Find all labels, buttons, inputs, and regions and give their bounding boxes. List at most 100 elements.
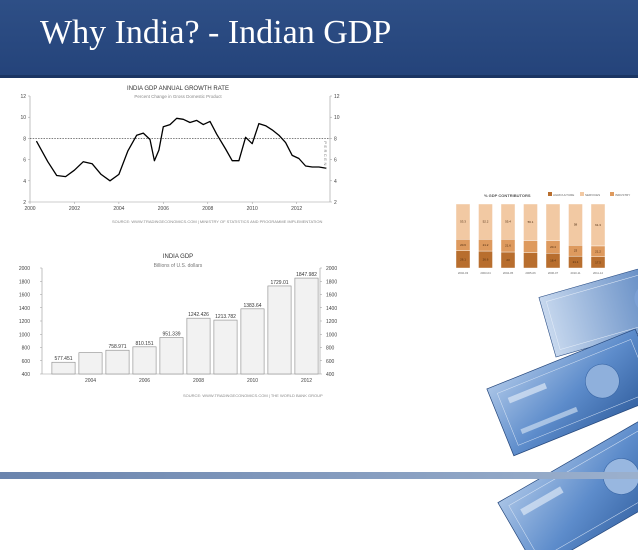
contrib-data-label: 23 <box>506 258 510 262</box>
gdp-y-tick-left: 1400 <box>19 306 30 312</box>
gdp-chart-source: SOURCE: WWW.TRADINGECONOMICS.COM | THE W… <box>183 393 323 398</box>
gdp-bar <box>132 346 157 375</box>
contrib-data-label: 26.6 <box>483 258 489 262</box>
contrib-bar-segment <box>545 203 561 241</box>
gdp-x-tick: 2004 <box>85 378 96 384</box>
contrib-data-label: 56.1 <box>528 220 534 224</box>
gdp-y-tick-left: 1800 <box>19 279 30 285</box>
gdp-y-tick-right: 1200 <box>326 319 337 325</box>
growth-y-tick-right: 4 <box>334 179 337 185</box>
growth-chart-subtitle: Percent Change in Gross Domestic Product <box>134 94 222 99</box>
growth-right-axis-label: PERCENT <box>323 141 328 171</box>
contrib-bar-segment <box>568 203 583 246</box>
gdp-y-tick-right: 600 <box>326 359 335 365</box>
contrib-legend-label: AGRICULTURE <box>553 193 574 197</box>
gdp-y-tick-right: 1000 <box>326 332 337 338</box>
growth-y-tick-right: 8 <box>334 136 337 142</box>
banknote-2 <box>486 328 638 457</box>
contrib-data-label: 61.3 <box>595 223 601 227</box>
contrib-bar-segment <box>590 203 606 247</box>
growth-y-tick-left: 10 <box>20 115 26 121</box>
gdp-y-tick-left: 1600 <box>19 293 30 299</box>
contrib-data-label: 23 <box>574 249 578 253</box>
contrib-x-tick: 2011-12 <box>593 271 604 275</box>
contrib-x-tick: 2002-03 <box>458 271 469 275</box>
contrib-data-label: 21.1 <box>573 260 579 264</box>
contrib-data-label: 20.6 <box>460 243 466 247</box>
contrib-legend-swatch <box>610 192 614 196</box>
gdp-bar-data-label: 810.151 <box>135 341 153 347</box>
gdp-y-tick-right: 1800 <box>326 279 337 285</box>
growth-chart-source: SOURCE: WWW.TRADINGECONOMICS.COM | MINIS… <box>112 219 322 224</box>
gdp-y-tick-right: 1400 <box>326 306 337 312</box>
gdp-bar <box>240 308 265 375</box>
slide-footer-bar <box>0 472 638 479</box>
contrib-x-tick: 2003-04 <box>480 271 491 275</box>
gdp-bar <box>294 277 319 375</box>
contrib-chart-title: % GDP CONTRIBUTORS <box>484 193 531 198</box>
growth-x-tick: 2006 <box>158 206 169 212</box>
slide-content: INDIA GDP ANNUAL GROWTH RATE Percent Cha… <box>0 78 638 550</box>
growth-y-tick-right: 12 <box>334 94 340 100</box>
contrib-data-label: 20.4 <box>550 245 556 249</box>
contrib-bar-segment <box>455 203 471 240</box>
slide-title: Why India? - Indian GDP <box>40 14 392 51</box>
gdp-chart-subtitle: Billions of U.S. dollars <box>154 263 203 269</box>
gdp-bar-data-label: 1383.64 <box>243 303 261 309</box>
gdp-x-tick: 2008 <box>193 378 204 384</box>
contrib-data-label: 18.4 <box>550 259 556 263</box>
growth-y-tick-right: 10 <box>334 115 340 121</box>
contrib-legend-label: INDUSTRY <box>615 193 630 197</box>
contrib-bar-segment <box>478 203 493 240</box>
contrib-data-label: 21.6 <box>505 244 511 248</box>
gdp-y-tick-right: 2000 <box>326 266 337 272</box>
gdp-y-tick-left: 400 <box>22 372 31 378</box>
gdp-chart-title: INDIA GDP <box>163 254 193 260</box>
growth-x-tick: 2004 <box>113 206 124 212</box>
growth-y-tick-left: 6 <box>23 158 26 164</box>
gdp-bar <box>78 352 103 375</box>
gdp-y-tick-right: 1600 <box>326 293 337 299</box>
growth-x-tick: 2002 <box>69 206 80 212</box>
gdp-bar <box>159 337 184 375</box>
growth-y-tick-left: 8 <box>23 136 26 142</box>
growth-x-tick: 2012 <box>291 206 302 212</box>
contrib-data-label: 26.1 <box>460 257 466 261</box>
gdp-y-tick-left: 1200 <box>19 319 30 325</box>
gdp-bar-data-label: 758.971 <box>108 344 126 350</box>
gdp-bar <box>213 319 238 375</box>
gdp-y-tick-right: 800 <box>326 346 335 352</box>
contrib-data-label: 52.2 <box>483 220 489 224</box>
growth-rate-chart: INDIA GDP ANNUAL GROWTH RATE Percent Cha… <box>20 86 340 224</box>
growth-series-line <box>36 117 327 182</box>
gdp-contributors-chart: % GDP CONTRIBUTORS AGRICULTURE SERVICES IN… <box>455 192 630 275</box>
gdp-y-tick-left: 800 <box>22 346 31 352</box>
gdp-bar-data-label: 1242.426 <box>188 312 209 318</box>
gdp-bar <box>51 361 76 375</box>
contrib-data-label: 21.2 <box>595 249 601 253</box>
contrib-legend-swatch <box>548 192 552 196</box>
gdp-bar-data-label: 1213.782 <box>215 314 236 320</box>
contrib-bar-segment <box>523 203 538 241</box>
contrib-legend-label: SERVICES <box>585 193 600 197</box>
growth-x-tick: 2000 <box>24 206 35 212</box>
gdp-bar-data-label: 951.339 <box>162 331 180 337</box>
gdp-x-tick: 2006 <box>139 378 150 384</box>
contrib-data-label: 55.4 <box>505 220 511 224</box>
contrib-x-tick: 2005-06 <box>525 271 536 275</box>
gdp-bar <box>105 349 130 375</box>
banknotes-image <box>486 258 638 550</box>
gdp-bar <box>267 285 292 375</box>
contrib-bar-segment <box>500 203 516 240</box>
gdp-bar-data-label: 577.451 <box>54 356 72 362</box>
growth-y-tick-right: 2 <box>334 200 337 206</box>
growth-x-tick: 2010 <box>247 206 258 212</box>
contrib-legend-swatch <box>580 192 584 196</box>
growth-y-tick-left: 12 <box>20 94 26 100</box>
gdp-bar-data-label: 1729.01 <box>270 280 288 286</box>
gdp-y-tick-left: 600 <box>22 359 31 365</box>
slide-header: Why India? - Indian GDP <box>0 0 638 78</box>
contrib-data-label: 17.5 <box>595 260 601 264</box>
gdp-y-tick-left: 2000 <box>19 266 30 272</box>
gdp-y-tick-left: 1000 <box>19 332 30 338</box>
